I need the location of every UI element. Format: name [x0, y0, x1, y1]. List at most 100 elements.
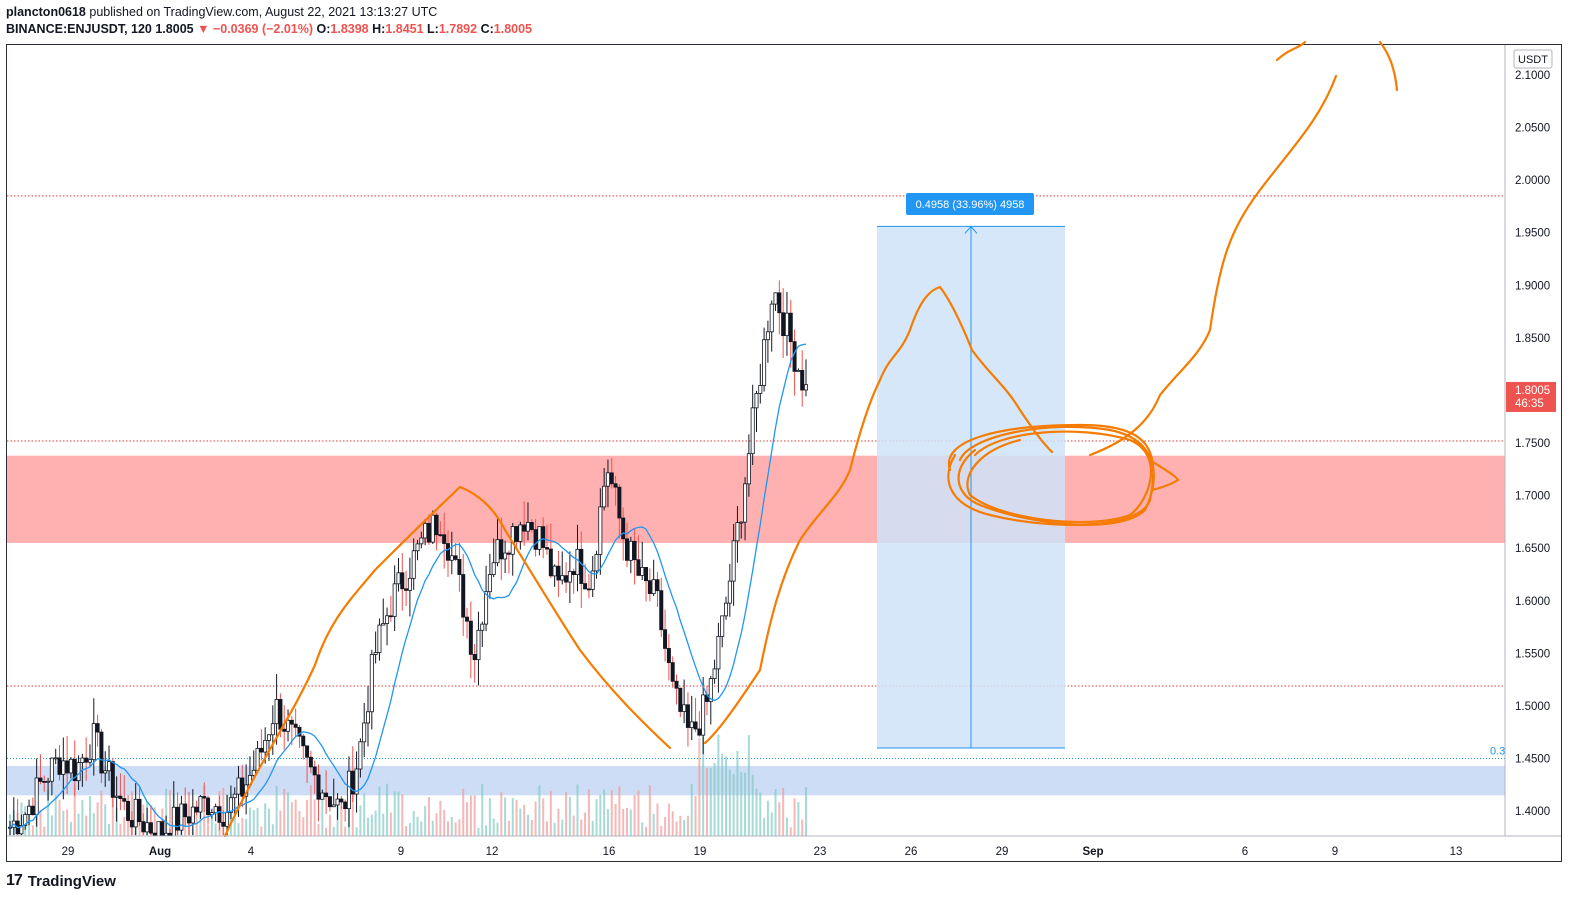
- candle-body: [377, 624, 382, 653]
- volume-bar: [264, 803, 267, 836]
- candle-body: [537, 526, 542, 550]
- candle-body: [251, 769, 256, 776]
- candle-body: [708, 678, 713, 702]
- volume-bar: [481, 784, 484, 836]
- candle-body: [727, 580, 732, 604]
- candle-body: [411, 550, 416, 579]
- measure-arrow-head-icon: [964, 225, 978, 234]
- candle-body: [453, 555, 458, 560]
- candle-body: [506, 552, 511, 555]
- candle-body: [49, 757, 54, 782]
- volume-bar: [641, 822, 644, 836]
- volume-bar: [523, 804, 526, 836]
- candle-body: [331, 804, 336, 808]
- volume-bar: [755, 788, 758, 836]
- volume-bar: [679, 815, 682, 836]
- candle-body: [491, 562, 496, 575]
- volume-bar: [595, 799, 598, 836]
- candle-body: [655, 579, 660, 592]
- candle-body: [739, 521, 744, 524]
- volume-bar: [805, 787, 807, 836]
- volume-bar: [664, 817, 667, 836]
- volume-bar: [625, 807, 628, 836]
- candle-body: [415, 543, 420, 552]
- price-change: −0.0369 (−2.01%): [212, 22, 314, 36]
- volume-bar: [77, 813, 80, 836]
- candle-body: [206, 797, 211, 816]
- volume-bar: [321, 794, 324, 836]
- candle-body: [369, 654, 374, 713]
- tradingview-logo-icon: 17: [6, 872, 23, 889]
- volume-bar: [328, 814, 331, 836]
- volume-bar: [584, 812, 587, 836]
- freehand-drawings: [223, 40, 1399, 838]
- freehand-stroke-3: [1275, 40, 1307, 62]
- candle-body: [286, 719, 291, 732]
- volume-bar: [237, 823, 240, 836]
- candle-body: [777, 292, 782, 314]
- volume-bar: [267, 808, 270, 836]
- volume-bar: [683, 820, 686, 836]
- candle-body: [605, 472, 610, 487]
- volume-bar: [785, 817, 788, 836]
- volume-bar: [412, 810, 415, 836]
- volume-bar: [725, 756, 728, 836]
- time-tick-label: 9: [398, 846, 404, 858]
- open-value: 1.8398: [330, 22, 369, 36]
- candle-body: [228, 797, 233, 813]
- candle-body: [297, 726, 302, 737]
- candle-body: [194, 806, 199, 813]
- volume-bar: [500, 791, 503, 836]
- freehand-stroke-2: [1088, 74, 1338, 457]
- volume-bar: [427, 797, 430, 836]
- candle-body: [400, 572, 405, 590]
- footer-brand[interactable]: 17 TradingView: [6, 872, 116, 890]
- candle-body: [765, 331, 770, 341]
- price-tick-label: 2.1000: [1515, 70, 1550, 82]
- volume-bar: [207, 824, 210, 836]
- volume-bar: [108, 824, 111, 836]
- candle-body: [449, 555, 454, 561]
- volume-bar: [195, 813, 198, 836]
- candle-body: [34, 777, 39, 816]
- candle-body: [274, 699, 279, 725]
- candle-body: [579, 548, 584, 584]
- candle-body: [545, 547, 550, 550]
- candle-body: [678, 687, 683, 712]
- volume-bar: [740, 771, 743, 836]
- volume-bar: [526, 814, 529, 836]
- time-tick-label: 12: [486, 846, 499, 858]
- volume-bar: [774, 789, 777, 836]
- author-name[interactable]: plancton0618: [6, 5, 86, 19]
- volume-bar: [671, 811, 674, 836]
- candle-body: [659, 590, 664, 631]
- candle-body: [175, 806, 180, 831]
- price-tick-label: 1.7500: [1515, 438, 1550, 450]
- candle-body: [404, 588, 409, 591]
- symbol-name[interactable]: BINANCE:ENJUSDT, 120: [6, 22, 152, 36]
- candle-body: [457, 559, 462, 575]
- candle-body: [118, 795, 123, 799]
- volume-bar: [378, 786, 381, 836]
- volume-bar: [728, 769, 731, 836]
- candle-body: [324, 792, 329, 798]
- volume-bar: [504, 797, 507, 836]
- candle-body: [419, 537, 424, 545]
- candle-body: [308, 756, 313, 768]
- candle-body: [156, 821, 161, 837]
- candle-body: [129, 820, 134, 828]
- freehand-stroke-1: [703, 285, 1054, 745]
- candle-body: [644, 567, 649, 582]
- volume-bar: [721, 753, 724, 836]
- candle-body: [423, 522, 428, 539]
- candle-body: [23, 814, 28, 826]
- volume-bar: [496, 822, 499, 836]
- candle-body: [480, 623, 485, 631]
- volume-bar: [458, 819, 461, 836]
- volume-bar: [47, 789, 50, 836]
- volume-bar: [705, 767, 708, 836]
- volume-bar: [389, 812, 392, 836]
- volume-bar: [111, 786, 114, 836]
- volume-bar: [709, 767, 712, 836]
